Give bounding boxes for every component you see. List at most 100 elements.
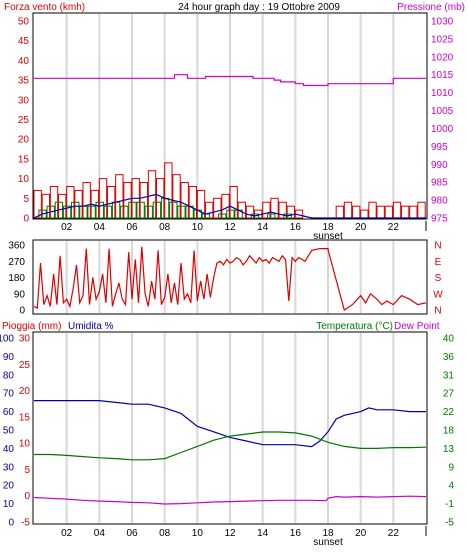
x-tick-top-12: 12 <box>224 222 236 233</box>
x-tick-top-04: 04 <box>94 222 106 233</box>
temperature-axis-ticks: -5 -1 4 9 13 18 22 27 31 36 40 <box>443 334 455 529</box>
humidity-axis-title: Umidita % <box>68 321 114 332</box>
x-tick-top-16: 16 <box>290 222 302 233</box>
x-tick-top-22: 22 <box>388 222 400 233</box>
temperature-tick-5: 18 <box>443 426 455 437</box>
pressure-tick-2: 985 <box>431 178 448 189</box>
vento-medio-bar <box>103 205 113 219</box>
x-tick-bottom-10: 10 <box>192 528 204 539</box>
x-tick-top-10: 10 <box>192 222 204 233</box>
temperature-tick-7: 27 <box>443 389 455 400</box>
humidity-axis-ticks: 0 10 20 30 40 50 60 70 80 90 100 <box>0 334 14 529</box>
direction-tick-4: 360 <box>8 241 25 252</box>
sunset-label-top: sunset <box>313 231 343 242</box>
wind-tick-9: 45 <box>18 36 30 47</box>
humidity-tick-8: 80 <box>3 370 15 381</box>
rain-axis-ticks: -5 0 5 10 15 20 25 30 <box>19 334 31 529</box>
humidity-tick-4: 40 <box>3 444 15 455</box>
vento-medio-bar <box>120 205 129 219</box>
humidity-temperature-lines <box>33 400 427 505</box>
x-tick-top-02: 02 <box>61 222 73 233</box>
vento-medio-bar <box>46 205 55 219</box>
temperature-tick-9: 36 <box>443 352 455 363</box>
pressure-axis-ticks: 975 980 985 990 995 1000 1005 1010 1015 1020 1025 1… <box>431 17 454 225</box>
temperature-tick-10: 40 <box>443 334 455 345</box>
vento-medio-bar <box>128 201 137 219</box>
panel3-x-ticks: 02 04 06 08 10 12 14 16 18 20 22 <box>61 526 427 539</box>
vento-medio-bar <box>169 201 178 219</box>
wind-pressure-grid <box>65 14 395 218</box>
compass-0: N <box>434 241 441 252</box>
raffica-bar <box>33 189 42 219</box>
rain-axis-title: Pioggia (mm) <box>2 321 61 332</box>
x-tick-top-06: 06 <box>126 222 138 233</box>
humidity-tick-7: 70 <box>3 389 15 400</box>
pressure-tick-10: 1025 <box>431 34 454 45</box>
vento-medio-bar <box>144 205 153 219</box>
humidity-tick-1: 10 <box>3 499 15 510</box>
wind-tick-8: 40 <box>18 56 30 67</box>
vento-medio-bar <box>38 209 47 219</box>
compass-1: E <box>435 257 442 268</box>
pressure-tick-11: 1030 <box>431 17 454 28</box>
pressure-tick-8: 1015 <box>431 70 454 81</box>
rain-tick-4: 15 <box>19 412 31 423</box>
temperature-tick-2: 4 <box>448 481 454 492</box>
vento-medio-bar <box>54 201 64 219</box>
vento-medio-bar <box>250 213 260 219</box>
vento-medio-bar <box>226 209 235 219</box>
wind-tick-0: 0 <box>23 214 29 225</box>
x-tick-bottom-18: 18 <box>322 528 334 539</box>
direction-tick-3: 270 <box>8 257 25 268</box>
direction-line <box>33 246 427 311</box>
pressure-tick-5: 1000 <box>431 124 454 135</box>
wind-tick-1: 5 <box>23 194 29 205</box>
raffica-bar <box>262 201 271 219</box>
vento-medio-bar <box>218 213 227 219</box>
humidity-tick-2: 20 <box>3 481 15 492</box>
x-tick-bottom-02: 02 <box>61 528 73 539</box>
compass-4: N <box>434 306 441 317</box>
wind-tick-3: 15 <box>18 154 30 165</box>
humidity-tick-0: 0 <box>8 518 14 529</box>
vento-medio-bar <box>177 205 186 219</box>
pressure-axis-title: Pressione (mb) <box>397 2 465 13</box>
wind-tick-5: 25 <box>18 115 30 126</box>
x-tick-top-08: 08 <box>159 222 171 233</box>
wind-average-line <box>33 193 426 219</box>
x-tick-top-18: 18 <box>322 222 334 233</box>
wind-pressure-lines <box>33 74 426 219</box>
temperature-tick-0: -5 <box>445 518 454 529</box>
dew-point-line <box>33 495 427 505</box>
humidity-tick-10: 100 <box>0 334 14 345</box>
compass-3: W <box>433 289 443 300</box>
x-tick-bottom-06: 06 <box>126 528 138 539</box>
x-tick-bottom-12: 12 <box>224 528 236 539</box>
x-tick-top-20: 20 <box>355 222 367 233</box>
direction-tick-1: 90 <box>14 289 26 300</box>
sunset-label-bottom: sunset <box>313 537 343 548</box>
panel1-x-ticks: 02 04 06 08 10 12 14 16 18 20 22 <box>61 221 427 233</box>
humidity-grid <box>65 333 395 523</box>
vento-medio-bar <box>136 201 145 219</box>
wind-tick-2: 10 <box>18 174 30 185</box>
rain-tick-6: 25 <box>19 360 31 371</box>
wind-tick-7: 35 <box>18 76 30 87</box>
compass-2: S <box>435 273 442 284</box>
direction-tick-2: 180 <box>8 273 25 284</box>
vento-medio-bar <box>62 205 72 219</box>
x-tick-bottom-22: 22 <box>388 528 400 539</box>
vento-medio-bar <box>152 201 162 219</box>
pressure-tick-1: 980 <box>431 196 448 207</box>
wind-tick-4: 20 <box>18 135 30 146</box>
raffica-bar <box>278 201 287 219</box>
wind-tick-6: 30 <box>18 95 30 106</box>
humidity-tick-5: 50 <box>3 426 15 437</box>
pressure-line <box>34 74 426 87</box>
vento-medio-bar <box>71 201 80 219</box>
wind-axis-ticks: 0 5 10 15 20 25 30 35 40 45 50 <box>18 17 30 225</box>
umidita--line <box>34 400 426 448</box>
